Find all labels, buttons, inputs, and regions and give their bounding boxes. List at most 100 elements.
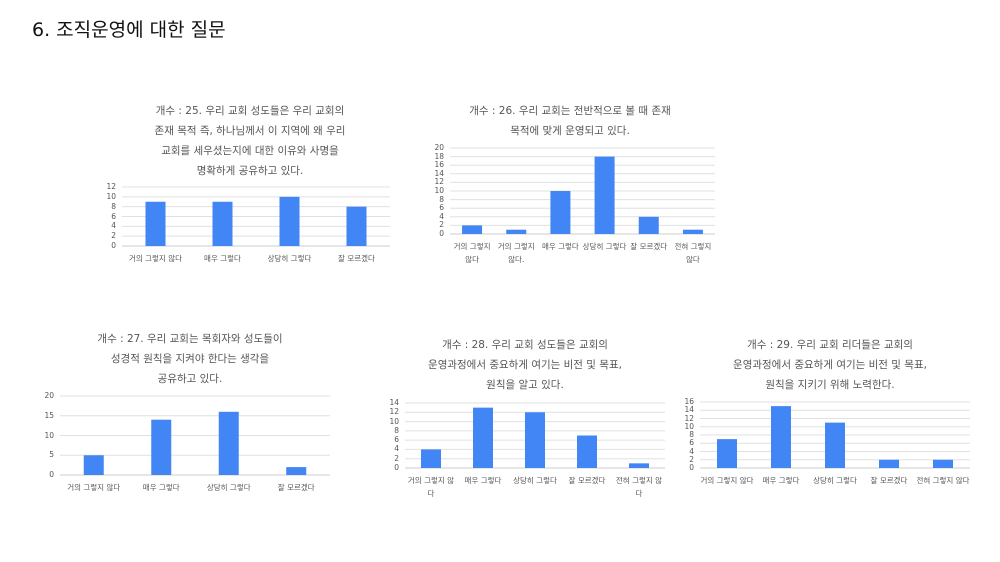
y-tick-label: 2 bbox=[439, 220, 444, 230]
y-tick-label: 10 bbox=[434, 186, 444, 195]
y-tick-label: 16 bbox=[684, 397, 694, 406]
bar bbox=[629, 463, 649, 468]
y-tick-label: 15 bbox=[44, 410, 54, 420]
x-tick-label: 잘 모르겠다 bbox=[338, 254, 375, 263]
y-tick-label: 0 bbox=[689, 463, 694, 472]
y-tick-label: 8 bbox=[439, 194, 444, 204]
y-tick-label: 8 bbox=[111, 201, 116, 211]
x-tick-label: 잘 모르겠다 bbox=[870, 476, 908, 485]
y-tick-label: 0 bbox=[394, 463, 399, 472]
x-tick-label: 잘 모르겠다 bbox=[630, 242, 668, 251]
y-tick-label: 14 bbox=[434, 168, 444, 178]
bar bbox=[717, 439, 737, 468]
x-tick-label: 상당히 그렇다 bbox=[267, 254, 312, 263]
y-tick-label: 20 bbox=[44, 391, 54, 400]
bar bbox=[594, 156, 615, 234]
y-tick-label: 0 bbox=[111, 241, 116, 250]
bar bbox=[682, 229, 703, 234]
y-tick-label: 8 bbox=[689, 430, 694, 439]
bar bbox=[771, 406, 791, 468]
bar bbox=[506, 229, 527, 234]
y-tick-label: 16 bbox=[434, 160, 444, 170]
chart-title: 개수 : 29. 우리 교회 리더들은 교회의 운영과정에서 중요하게 여기는 … bbox=[733, 339, 927, 391]
y-tick-label: 14 bbox=[684, 405, 694, 415]
y-tick-label: 0 bbox=[439, 229, 444, 238]
x-tick-label: 거의 그렇지 않다 bbox=[128, 254, 183, 263]
y-tick-label: 10 bbox=[684, 421, 694, 431]
bar bbox=[638, 216, 659, 234]
x-tick-label: 매우 그렇다 bbox=[762, 476, 800, 485]
y-tick-label: 8 bbox=[394, 425, 399, 435]
bar bbox=[825, 422, 845, 468]
x-tick-label: 잘 모르겠다 bbox=[277, 483, 315, 492]
y-tick-label: 4 bbox=[394, 444, 399, 454]
x-tick-label: 상당히 그렇다 bbox=[582, 242, 627, 251]
x-tick-label: 매우 그렇다 bbox=[541, 242, 579, 251]
x-tick-label: 거의 그렇지 않다 bbox=[407, 476, 455, 498]
bar bbox=[879, 459, 899, 468]
bar bbox=[933, 459, 953, 468]
x-tick-label: 매우 그렇다 bbox=[204, 254, 241, 263]
bar bbox=[346, 206, 367, 246]
bar bbox=[218, 411, 239, 475]
x-tick-label: 매우 그렇다 bbox=[464, 476, 502, 485]
bar bbox=[525, 412, 545, 468]
x-tick-label: 상당히 그렇다 bbox=[813, 476, 857, 485]
x-tick-label: 전혀 그렇지 않다 bbox=[916, 476, 970, 485]
y-tick-label: 10 bbox=[389, 416, 399, 426]
bar bbox=[577, 435, 597, 468]
x-tick-label: 매우 그렇다 bbox=[142, 483, 180, 492]
y-tick-label: 12 bbox=[434, 177, 444, 187]
y-tick-label: 6 bbox=[111, 211, 116, 221]
y-tick-label: 4 bbox=[439, 211, 444, 221]
y-tick-label: 2 bbox=[111, 231, 116, 241]
y-tick-label: 18 bbox=[434, 151, 444, 161]
y-tick-label: 4 bbox=[689, 446, 694, 456]
chart-title: 개수 : 25. 우리 교회 성도들은 우리 교회의 존재 목적 즉, 하나님께… bbox=[154, 105, 346, 177]
x-tick-label: 상당히 그렇다 bbox=[513, 476, 557, 485]
x-tick-label: 전혀 그렇지 않다 bbox=[674, 242, 712, 264]
bar bbox=[421, 449, 441, 468]
x-tick-label: 상당히 그렇다 bbox=[206, 483, 251, 492]
y-tick-label: 10 bbox=[106, 191, 116, 201]
bar bbox=[151, 419, 172, 475]
y-tick-label: 4 bbox=[111, 221, 116, 231]
bar bbox=[279, 196, 300, 246]
bar bbox=[212, 201, 233, 246]
y-tick-label: 6 bbox=[394, 435, 399, 445]
x-tick-label: 전혀 그렇지 않다 bbox=[615, 476, 663, 498]
x-tick-label: 거의 그렇지 않다 bbox=[700, 476, 754, 485]
x-tick-label: 잘 모르겠다 bbox=[568, 476, 606, 485]
y-tick-label: 12 bbox=[389, 407, 399, 417]
bar bbox=[473, 407, 493, 468]
y-tick-label: 12 bbox=[684, 413, 694, 423]
chart-title: 개수 : 27. 우리 교회는 목회자와 성도들이 성경적 원칙을 지켜야 한다… bbox=[97, 333, 283, 385]
y-tick-label: 2 bbox=[394, 453, 399, 463]
x-tick-label: 거의 그렇지 않다 bbox=[67, 483, 121, 492]
y-tick-label: 20 bbox=[434, 143, 444, 152]
page-title: 6. 조직운영에 대한 질문 bbox=[32, 19, 226, 41]
bar bbox=[286, 467, 307, 475]
x-tick-label: 거의 그렇지 않다 bbox=[453, 242, 491, 264]
y-tick-label: 6 bbox=[439, 203, 444, 213]
y-tick-label: 10 bbox=[44, 430, 54, 440]
chart-title: 개수 : 26. 우리 교회는 전반적으로 볼 때 존재 목적에 맞게 운영되고… bbox=[469, 105, 671, 137]
y-tick-label: 6 bbox=[689, 438, 694, 448]
y-tick-label: 2 bbox=[689, 454, 694, 464]
chart-title: 개수 : 28. 우리 교회 성도들은 교회의 운영과정에서 중요하게 여기는 … bbox=[428, 339, 622, 391]
bar bbox=[83, 455, 104, 475]
y-tick-label: 14 bbox=[389, 398, 399, 407]
x-tick-label: 거의 그렇지 않다. bbox=[497, 242, 535, 264]
y-tick-label: 12 bbox=[106, 182, 116, 191]
y-tick-label: 0 bbox=[49, 470, 54, 479]
bar bbox=[462, 225, 483, 234]
